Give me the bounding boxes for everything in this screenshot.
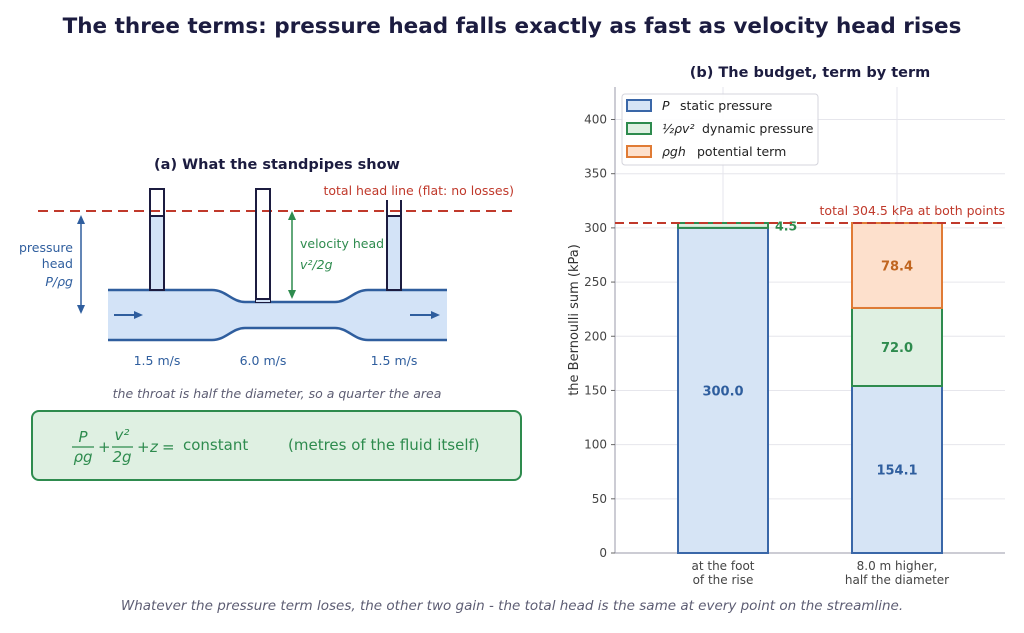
pipe-bottom-wall (108, 326, 447, 342)
y-tick-label: 300 (584, 221, 607, 235)
data-label: 78.4 (881, 259, 913, 274)
pressure-head-label-2: head (42, 256, 73, 271)
y-tick-label: 50 (592, 492, 607, 506)
pipe-fluid (108, 290, 447, 340)
bernoulli-equation: P ρg + v² 2g + z = (72, 426, 175, 466)
flow-arrow-left (114, 311, 143, 319)
bar-segment (677, 222, 769, 229)
legend-symbol: P (662, 98, 670, 113)
legend-swatch (626, 99, 652, 112)
bar-segment (851, 384, 943, 554)
panel-a-title: (a) What the standpipes show (154, 157, 400, 173)
pressure-head-label-3: P/ρg (45, 274, 73, 289)
total-head-label: total head line (flat: no losses) (323, 183, 514, 198)
y-tick-label: 400 (584, 113, 607, 127)
x-tick-label: at the foot (692, 559, 755, 573)
legend-label: dynamic pressure (702, 121, 814, 136)
svg-text:+: + (137, 438, 150, 456)
y-tick-label: 350 (584, 167, 607, 181)
speed-throat: 6.0 m/s (240, 353, 287, 368)
y-axis-label: the Bernoulli sum (kPa) (567, 244, 582, 396)
svg-text:=: = (162, 438, 175, 456)
y-tick-label: 0 (599, 546, 607, 560)
equation-constant: constant (183, 436, 248, 454)
standpipe-throat (255, 188, 271, 303)
velocity-head-arrow (288, 211, 296, 299)
caption: Whatever the pressure term loses, the ot… (120, 598, 904, 614)
legend-swatch (626, 122, 652, 135)
flow-arrow-right (410, 311, 440, 319)
y-tick-label: 200 (584, 329, 607, 343)
svg-text:P: P (78, 428, 88, 446)
budget-chart: (b) The budget, term by term the Bernoul… (567, 65, 1005, 587)
throat-note: the throat is half the diameter, so a qu… (113, 386, 442, 401)
main-title: The three terms: pressure head falls exa… (62, 14, 962, 39)
standpipe-left (149, 188, 165, 291)
equation-box (31, 410, 522, 481)
svg-text:+: + (98, 438, 111, 456)
velocity-head-label-1: velocity head (300, 236, 384, 251)
svg-text:z: z (149, 438, 159, 456)
bar-segment (677, 226, 769, 554)
legend-label: static pressure (680, 98, 773, 113)
data-label: 154.1 (876, 463, 917, 478)
equation-note: (metres of the fluid itself) (288, 436, 480, 454)
y-tick-label: 150 (584, 383, 607, 397)
legend-swatch (626, 145, 652, 158)
legend-box (621, 93, 819, 166)
legend-symbol: ½ρv² (662, 121, 694, 136)
pressure-head-arrow (77, 215, 85, 314)
svg-text:v²: v² (115, 426, 130, 444)
y-tick-label: 100 (584, 438, 607, 452)
speed-right: 1.5 m/s (371, 353, 418, 368)
x-tick-label: half the diameter (845, 573, 949, 587)
chart-title: (b) The budget, term by term (690, 65, 931, 81)
velocity-head-label-2: v²/2g (300, 257, 333, 272)
standpipe-diagram: (a) What the standpipes show total head … (19, 157, 522, 481)
legend-label: potential term (697, 144, 786, 159)
x-tick-label: of the rise (693, 573, 754, 587)
speed-left: 1.5 m/s (134, 353, 181, 368)
x-tick-label: 8.0 m higher, (857, 559, 938, 573)
data-label: 4.5 (775, 218, 797, 233)
legend-symbol: ρgh (662, 144, 686, 159)
bar-segment (851, 222, 943, 309)
data-label: 300.0 (702, 384, 743, 399)
svg-text:ρg: ρg (73, 448, 92, 466)
pipe-top-wall (108, 288, 447, 304)
y-tick-label: 250 (584, 275, 607, 289)
standpipe-right (386, 200, 402, 291)
pressure-head-label-1: pressure (19, 240, 73, 255)
total-reference-label: total 304.5 kPa at both points (820, 203, 1005, 218)
data-label: 72.0 (881, 341, 913, 356)
svg-text:2g: 2g (112, 448, 131, 466)
